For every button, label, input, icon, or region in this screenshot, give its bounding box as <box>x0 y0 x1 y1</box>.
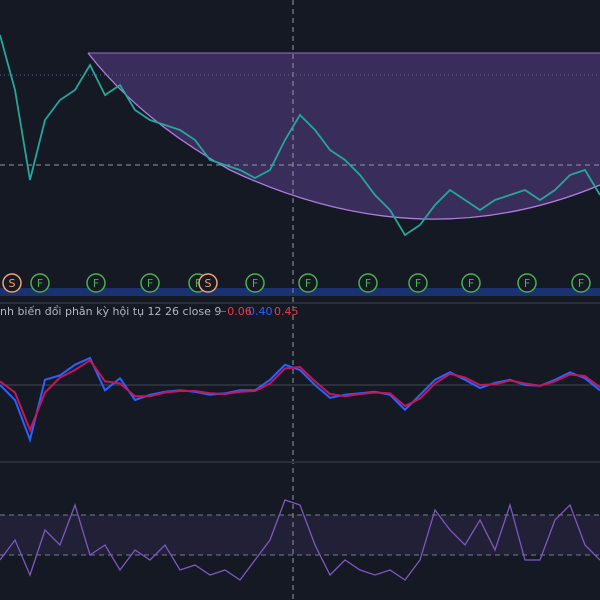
indicator-value: −0.06 <box>218 305 252 318</box>
event-marker <box>571 273 591 293</box>
macd-line <box>0 356 600 444</box>
event-label: F <box>147 277 153 290</box>
indicator-value: 0.45 <box>274 305 299 318</box>
cup-pattern-area <box>88 53 600 220</box>
event-label: S <box>9 277 16 290</box>
event-marker <box>245 273 265 293</box>
indicator-name: nh biến đổi phân kỳ hội tụ 12 26 close 9 <box>0 305 221 318</box>
event-label: F <box>415 277 421 290</box>
event-marker <box>408 273 428 293</box>
event-label: S <box>205 277 212 290</box>
event-label: F <box>365 277 371 290</box>
volume-strip <box>0 288 600 296</box>
event-marker <box>461 273 481 293</box>
event-label: F <box>195 277 201 290</box>
event-label: F <box>252 277 258 290</box>
event-marker <box>517 273 537 293</box>
event-label: F <box>93 277 99 290</box>
event-label: F <box>524 277 530 290</box>
event-label: F <box>37 277 43 290</box>
event-marker <box>140 273 160 293</box>
event-marker <box>2 273 22 293</box>
rsi-line <box>0 499 600 581</box>
indicator-value: 0.40 <box>248 305 273 318</box>
macd-line <box>0 358 600 433</box>
price-line <box>0 34 600 237</box>
event-marker <box>198 273 218 293</box>
cup-curve <box>87 52 600 220</box>
event-marker <box>298 273 318 293</box>
event-marker <box>86 273 106 293</box>
event-marker <box>358 273 378 293</box>
event-label: F <box>468 277 474 290</box>
event-label: F <box>305 277 311 290</box>
event-label: F <box>578 277 584 290</box>
event-marker <box>30 273 50 293</box>
rsi-band <box>0 515 600 555</box>
